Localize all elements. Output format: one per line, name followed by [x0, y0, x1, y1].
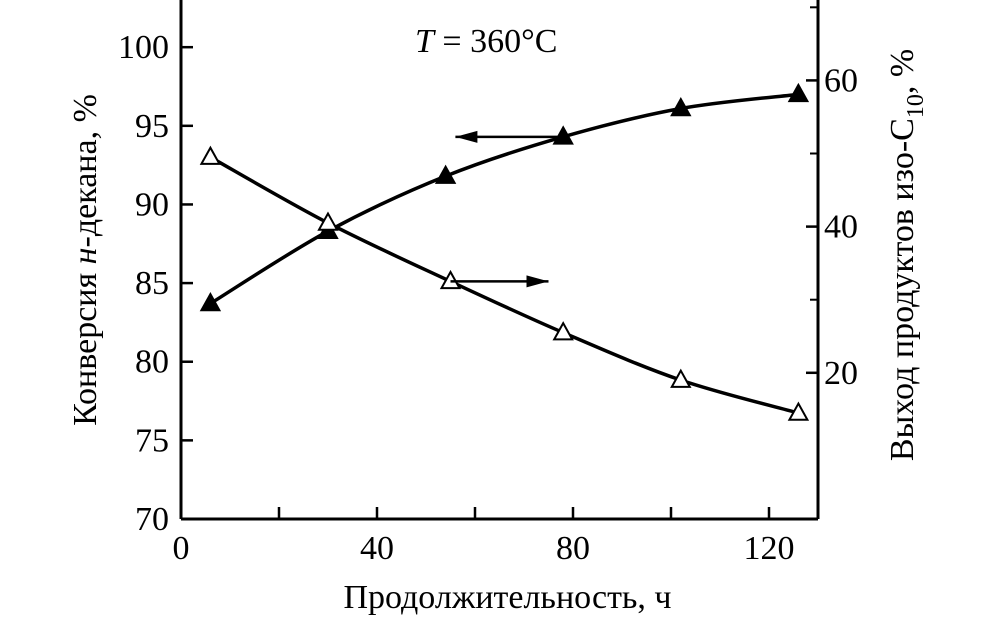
x-axis-title: Продолжительность, ч	[343, 579, 671, 616]
open-triangle-point	[199, 145, 222, 165]
series-layer	[199, 82, 810, 421]
y-left-title-part: -декана, %	[67, 94, 104, 247]
filled-triangle-point	[434, 164, 457, 184]
axes	[179, 0, 820, 521]
y-right-title-part: , %	[884, 49, 921, 94]
open-triangle-point	[317, 211, 339, 231]
labels-layer: 70 75 80 85 90 95 100 20 40 60 0 40 80 120 T = 360°C Пр…	[67, 23, 929, 616]
arrow-head	[455, 130, 478, 143]
temperature-value: = 360°C	[434, 23, 557, 60]
filled-triangle-point	[552, 125, 574, 145]
open-triangle-point	[670, 368, 692, 388]
filled-triangle-point	[199, 292, 222, 312]
temperature-annotation: T = 360°C	[415, 23, 557, 60]
y-left-tick-label: 95	[135, 108, 169, 145]
open-triangle-point	[787, 401, 810, 421]
y-right-axis-title: Выход продуктов изо-C10, %	[884, 49, 929, 461]
y-left-title-part: Конверсия	[67, 264, 104, 426]
y-left-tick-label: 90	[135, 186, 169, 223]
y-right-title-subscript: 10	[903, 94, 929, 118]
series-line-left	[209, 92, 799, 306]
filled-triangle-point	[670, 97, 692, 117]
x-tick-label: 40	[360, 530, 394, 567]
y-left-tick-label: 85	[135, 265, 169, 302]
series-line-right	[209, 155, 799, 415]
y-right-title-part: Выход продуктов изо-C	[884, 118, 921, 461]
y-right-tick-label: 40	[824, 209, 858, 246]
temperature-variable: T	[415, 23, 436, 60]
x-tick-label: 120	[744, 530, 795, 567]
x-tick-label: 0	[173, 530, 190, 567]
x-tick-label: 80	[556, 530, 590, 567]
y-left-tick-label: 70	[135, 501, 169, 538]
open-triangle-point	[439, 269, 462, 290]
y-left-title-part: н	[67, 247, 104, 264]
y-left-axis-title: Конверсия н-декана, %	[67, 94, 104, 426]
y-left-tick-label: 80	[135, 344, 169, 381]
y-left-tick-label: 100	[118, 29, 169, 66]
y-left-tick-label: 75	[135, 422, 169, 459]
open-triangle-point	[552, 321, 574, 341]
filled-triangle-point	[787, 82, 810, 103]
y-right-tick-label: 60	[824, 62, 858, 99]
arrow-head	[526, 275, 549, 288]
y-right-tick-label: 20	[824, 355, 858, 392]
